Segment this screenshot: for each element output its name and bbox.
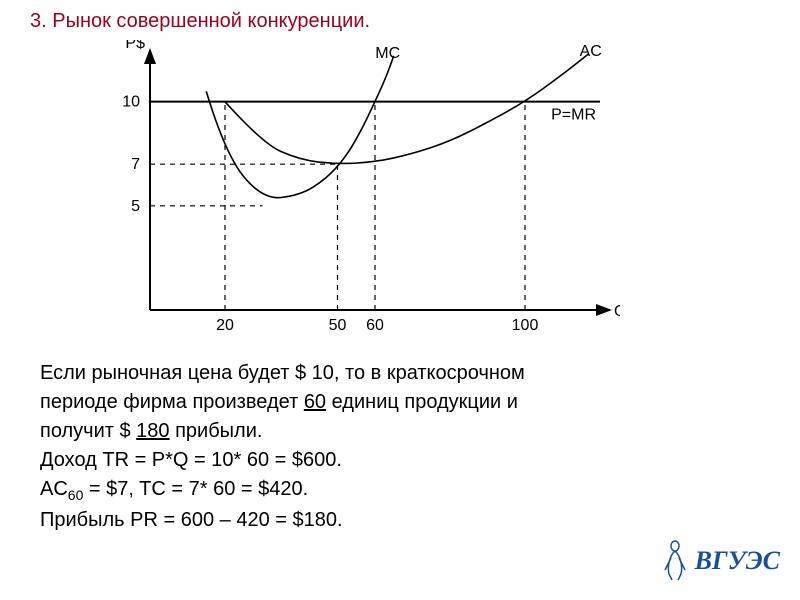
- text-line-1a: Если рыночная цена будет $ 10, то в крат…: [40, 362, 525, 384]
- explanation-text: Если рыночная цена будет $ 10, то в крат…: [40, 360, 680, 536]
- logo-figure-icon: [661, 540, 689, 582]
- text-line-3a: AC: [40, 478, 68, 500]
- x-tick-3: 100: [512, 317, 539, 334]
- q-value: 60: [304, 391, 326, 413]
- x-axis-label: Q: [614, 303, 620, 320]
- x-tick-1: 50: [329, 317, 347, 334]
- text-line-1b: периоде фирма произведет: [40, 391, 304, 413]
- text-line-4: Прибыль PR = 600 – 420 = $180.: [40, 507, 680, 534]
- text-line-3b: = $7, TC = 7* 60 = $420.: [83, 478, 308, 500]
- text-line-1d: получит $: [40, 420, 136, 442]
- cost-curves-chart: P$ Q MC AC P=MR 10 7 5 20 50 60 100: [90, 40, 620, 340]
- y-tick-1: 7: [131, 156, 140, 173]
- profit-value: 180: [136, 420, 169, 442]
- text-line-1e: прибыли.: [170, 420, 263, 442]
- text-line-2: Доход TR = P*Q = 10* 60 = $600.: [40, 447, 680, 474]
- y-tick-2: 5: [131, 198, 140, 215]
- y-tick-0: 10: [122, 94, 140, 111]
- x-tick-2: 60: [366, 317, 384, 334]
- text-line-1c: единиц продукции и: [326, 391, 518, 413]
- ac-curve: [225, 54, 589, 164]
- mc-label: MC: [375, 45, 400, 62]
- y-axis-label: P$: [125, 40, 145, 52]
- text-line-3-sub: 60: [68, 487, 84, 503]
- x-tick-0: 20: [216, 317, 234, 334]
- pmr-label: P=MR: [551, 107, 596, 124]
- ac-label: AC: [580, 43, 602, 60]
- logo-text: ВГУЭС: [695, 546, 780, 576]
- mc-curve: [206, 56, 394, 198]
- section-title: 3. Рынок совершенной конкуренции.: [30, 10, 370, 33]
- logo: ВГУЭС: [661, 540, 780, 582]
